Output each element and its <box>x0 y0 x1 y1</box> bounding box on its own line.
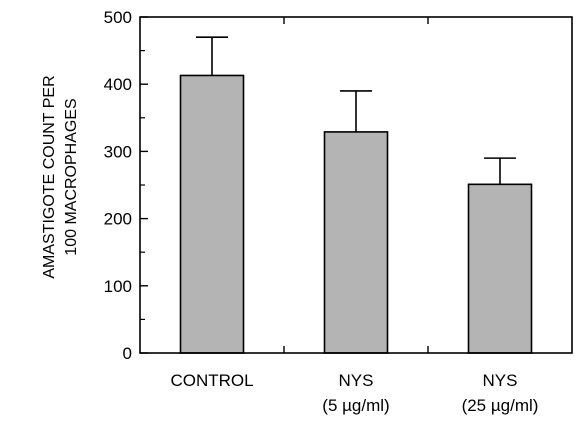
category-label: NYS <box>339 371 374 390</box>
bar <box>323 131 389 354</box>
y-axis-title-line: AMASTIGOTE COUNT PER <box>41 75 58 278</box>
error-bars <box>196 36 516 185</box>
y-axis-ticks: 0 100 200 300 400 500 <box>104 8 148 363</box>
y-tick-label: 100 <box>104 277 132 296</box>
y-axis-title-line: 100 MACROPHAGES <box>63 98 80 255</box>
plot-frame <box>139 16 573 354</box>
bars <box>179 74 533 354</box>
y-tick-label: 500 <box>104 8 132 27</box>
y-tick-label: 300 <box>104 142 132 161</box>
x-axis-ticks <box>283 17 429 353</box>
category-labels: CONTROL NYS (5 µg/ml) NYS (25 µg/ml) <box>170 371 538 415</box>
category-label: (25 µg/ml) <box>462 396 539 415</box>
category-label: NYS <box>483 371 518 390</box>
category-label: (5 µg/ml) <box>322 396 389 415</box>
bar <box>179 74 245 354</box>
bar <box>467 183 533 354</box>
y-tick-label: 200 <box>104 210 132 229</box>
category-label: CONTROL <box>170 371 253 390</box>
y-tick-label: 0 <box>123 344 132 363</box>
y-tick-label: 400 <box>104 75 132 94</box>
y-axis-title: AMASTIGOTE COUNT PER 100 MACROPHAGES <box>41 75 80 278</box>
